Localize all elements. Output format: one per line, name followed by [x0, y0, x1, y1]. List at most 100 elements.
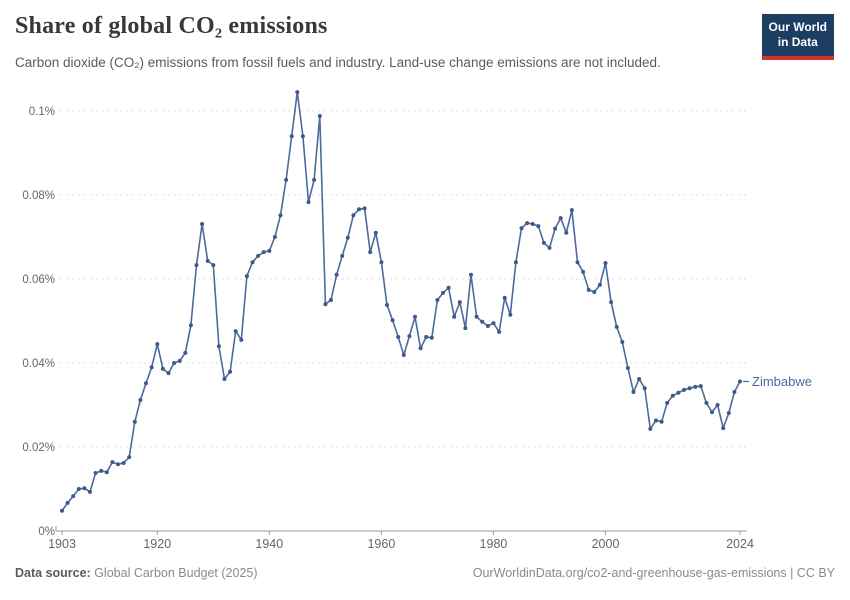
- data-point[interactable]: [682, 387, 686, 392]
- data-point[interactable]: [513, 260, 518, 265]
- data-point[interactable]: [463, 326, 468, 331]
- data-point[interactable]: [99, 468, 104, 473]
- data-point[interactable]: [586, 287, 591, 292]
- data-point[interactable]: [547, 245, 552, 250]
- data-point[interactable]: [60, 508, 64, 513]
- data-point[interactable]: [603, 261, 608, 265]
- data-point[interactable]: [323, 302, 328, 307]
- data-point[interactable]: [205, 258, 210, 263]
- data-point[interactable]: [76, 487, 81, 491]
- data-point[interactable]: [620, 340, 625, 344]
- data-point[interactable]: [435, 298, 440, 302]
- data-point[interactable]: [256, 253, 261, 258]
- data-point[interactable]: [82, 486, 87, 491]
- data-point[interactable]: [216, 344, 221, 349]
- data-point[interactable]: [172, 361, 177, 365]
- data-point[interactable]: [530, 222, 535, 226]
- data-point[interactable]: [648, 426, 653, 431]
- data-point[interactable]: [222, 377, 227, 381]
- data-point[interactable]: [110, 460, 115, 465]
- data-point[interactable]: [625, 366, 630, 370]
- data-point[interactable]: [329, 298, 333, 302]
- data-point[interactable]: [659, 419, 664, 424]
- data-point[interactable]: [295, 90, 300, 95]
- data-point[interactable]: [637, 377, 642, 381]
- data-point[interactable]: [687, 386, 692, 391]
- data-point[interactable]: [553, 226, 558, 231]
- owid-logo[interactable]: Our World in Data: [761, 14, 834, 60]
- data-point[interactable]: [693, 384, 698, 389]
- data-point[interactable]: [469, 272, 473, 277]
- data-point[interactable]: [138, 398, 143, 402]
- data-point[interactable]: [357, 207, 361, 212]
- data-point[interactable]: [485, 324, 490, 328]
- series-label-zimbabwe[interactable]: Zimbabwe: [752, 374, 812, 389]
- data-point[interactable]: [317, 114, 322, 118]
- data-point[interactable]: [721, 426, 726, 431]
- data-point[interactable]: [211, 263, 216, 268]
- data-point[interactable]: [457, 300, 462, 305]
- data-point[interactable]: [564, 230, 569, 235]
- data-point[interactable]: [149, 365, 154, 370]
- data-point[interactable]: [441, 290, 445, 295]
- data-point[interactable]: [665, 400, 670, 405]
- data-point[interactable]: [474, 314, 479, 319]
- data-point[interactable]: [654, 418, 658, 423]
- data-point[interactable]: [614, 324, 619, 329]
- data-point[interactable]: [93, 471, 98, 475]
- data-point[interactable]: [71, 494, 76, 499]
- data-point[interactable]: [480, 319, 485, 324]
- data-line-zimbabwe[interactable]: [61, 91, 741, 512]
- data-point[interactable]: [132, 419, 137, 424]
- data-point[interactable]: [396, 335, 401, 339]
- data-point[interactable]: [502, 295, 507, 300]
- data-point[interactable]: [385, 303, 389, 307]
- data-point[interactable]: [738, 379, 742, 384]
- data-point[interactable]: [160, 366, 165, 371]
- data-point[interactable]: [676, 390, 681, 395]
- data-point[interactable]: [250, 260, 255, 265]
- data-point[interactable]: [446, 285, 451, 290]
- data-point[interactable]: [362, 206, 367, 211]
- data-point[interactable]: [698, 384, 703, 389]
- line-chart[interactable]: 0% 0.02% 0.04% 0.06% 0.08% 0.1% 1903 1920 1940 19…: [0, 85, 850, 555]
- data-point[interactable]: [491, 321, 496, 326]
- data-point[interactable]: [401, 353, 406, 357]
- data-point[interactable]: [631, 390, 636, 394]
- data-point[interactable]: [104, 470, 109, 475]
- data-point[interactable]: [379, 260, 384, 265]
- data-point[interactable]: [407, 334, 412, 339]
- data-point[interactable]: [183, 350, 188, 355]
- data-point[interactable]: [569, 208, 574, 213]
- data-point[interactable]: [155, 342, 160, 347]
- data-point[interactable]: [592, 290, 597, 294]
- data-point[interactable]: [272, 235, 277, 239]
- data-point[interactable]: [244, 274, 249, 279]
- data-point[interactable]: [312, 177, 317, 182]
- data-point[interactable]: [351, 213, 356, 218]
- data-point[interactable]: [525, 221, 530, 226]
- data-point[interactable]: [300, 134, 305, 139]
- data-point[interactable]: [508, 312, 513, 317]
- data-point[interactable]: [413, 314, 417, 319]
- data-point[interactable]: [597, 282, 602, 287]
- data-point[interactable]: [278, 213, 283, 218]
- data-point[interactable]: [239, 337, 244, 342]
- data-point[interactable]: [670, 393, 675, 398]
- data-point[interactable]: [497, 329, 502, 334]
- data-point[interactable]: [261, 250, 266, 255]
- data-point[interactable]: [306, 200, 311, 205]
- data-point[interactable]: [177, 358, 182, 363]
- data-point[interactable]: [228, 369, 233, 374]
- data-point[interactable]: [418, 346, 423, 351]
- data-point[interactable]: [732, 390, 737, 394]
- data-point[interactable]: [710, 410, 714, 415]
- attribution[interactable]: OurWorldinData.org/co2-and-greenhouse-ga…: [472, 566, 835, 580]
- data-point[interactable]: [127, 455, 132, 460]
- data-point[interactable]: [233, 329, 238, 334]
- data-point[interactable]: [65, 500, 70, 505]
- data-point[interactable]: [340, 253, 345, 258]
- data-point[interactable]: [194, 263, 199, 268]
- data-point[interactable]: [715, 403, 720, 407]
- data-point[interactable]: [188, 323, 193, 328]
